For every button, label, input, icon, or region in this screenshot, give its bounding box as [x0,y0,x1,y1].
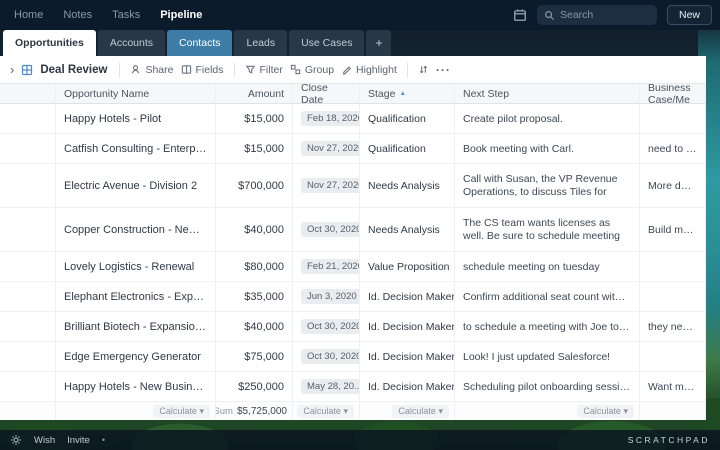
group-icon [290,64,301,75]
calendar-icon[interactable] [513,8,527,22]
close-date-pill: May 28, 20... [301,379,359,394]
add-tab-button[interactable]: + [366,30,392,56]
table-row[interactable]: Happy Hotels - New Business $250,000 May… [0,372,706,402]
close-date-pill: Oct 30, 2020 [301,319,359,334]
calculate-button[interactable]: Calculate ▾ [577,404,634,418]
table-row[interactable]: Elephant Electronics - Expansion $35,000… [0,282,706,312]
sort-arrows-icon[interactable] [418,64,429,75]
view-name[interactable]: Deal Review [40,63,108,76]
table-row[interactable]: Edge Emergency Generator $75,000 Oct 30,… [0,342,706,372]
top-nav-bar: Home Notes Tasks Pipeline New [0,0,720,30]
column-header-next-step[interactable]: Next Step [455,84,640,104]
close-date-pill: Jun 3, 2020 [301,289,359,304]
toolbar-divider [233,62,235,77]
more-options-button[interactable]: ··· [435,62,451,77]
view-toolbar: › Deal Review Share Fields [0,56,706,84]
highlighter-pen-icon [341,64,352,75]
tab-leads[interactable]: Leads [234,30,288,56]
column-header-opportunity-name[interactable]: Opportunity Name [56,84,216,104]
grid-view-icon [21,64,33,76]
nav-item-tasks[interactable]: Tasks [112,9,141,21]
scratchpad-logo: SCRATCHPAD [627,435,710,445]
table-row[interactable]: Electric Avenue - Division 2 $700,000 No… [0,164,706,208]
search-icon [544,10,555,21]
search-input[interactable] [559,9,650,21]
share-person-icon [130,64,141,75]
invite-button[interactable]: Invite [67,434,90,446]
column-header-amount[interactable]: Amount [216,84,293,104]
calculate-button[interactable]: Calculate ▾ [297,404,354,418]
column-header-stage[interactable]: Stage ▲ [360,84,455,104]
new-button[interactable]: New [666,5,712,25]
sort-ascending-icon: ▲ [399,90,406,97]
column-header-close-date[interactable]: Close Date [293,84,360,104]
share-button[interactable]: Share [130,64,174,76]
bottom-bar: Wish Invite • SCRATCHPAD [0,430,720,450]
close-date-pill: Oct 30, 2020 [301,222,359,237]
search-box[interactable] [536,5,657,25]
header-gutter [0,84,56,104]
tab-contacts[interactable]: Contacts [167,30,233,56]
nav-item-notes[interactable]: Notes [63,9,93,21]
table-row[interactable]: Copper Construction - New Business $40,0… [0,208,706,252]
expand-chevron-icon[interactable]: › [10,62,15,77]
close-date-pill: Nov 27, 2020 [301,141,359,156]
table-row[interactable]: Brilliant Biotech - Expansion III $40,00… [0,312,706,342]
table-footer-row: Calculate ▾ Sum $5,725,000 Calculate ▾ C… [0,402,706,420]
group-button[interactable]: Group [290,64,334,76]
filter-button[interactable]: Filter [245,64,283,76]
grid-sheet: › Deal Review Share Fields [0,56,706,420]
highlight-button[interactable]: Highlight [341,64,397,76]
table-row[interactable]: Catfish Consulting - Enterprise $15,000 … [0,134,706,164]
toolbar-divider [119,62,121,77]
gear-icon[interactable] [10,434,22,446]
status-dot: • [101,435,105,445]
nav-item-home[interactable]: Home [14,9,44,21]
close-date-pill: Oct 30, 2020 [301,349,359,364]
wish-button[interactable]: Wish [34,434,56,446]
amount-sum[interactable]: Sum $5,725,000 [216,405,287,417]
close-date-pill: Feb 18, 2020 [301,111,359,126]
table-header-row: Opportunity Name Amount Close Date Stage… [0,84,706,104]
table-row[interactable]: Lovely Logistics - Renewal $80,000 Feb 2… [0,252,706,282]
tab-use-cases[interactable]: Use Cases [289,30,365,56]
toolbar-divider [406,62,408,77]
tab-accounts[interactable]: Accounts [97,30,166,56]
columns-icon [181,64,192,75]
close-date-pill: Nov 27, 2020 [301,178,359,193]
tab-strip: Opportunities Accounts Contacts Leads Us… [0,30,698,56]
calculate-button[interactable]: Calculate ▾ [153,404,210,418]
table-row[interactable]: Happy Hotels - Pilot $15,000 Feb 18, 202… [0,104,706,134]
column-header-business-case[interactable]: Business Case/Me [640,84,706,104]
tab-opportunities[interactable]: Opportunities [3,30,96,56]
fields-button[interactable]: Fields [181,64,224,76]
funnel-icon [245,64,256,75]
nav-item-pipeline[interactable]: Pipeline [160,9,203,21]
close-date-pill: Feb 21, 2020 [301,259,359,274]
calculate-button[interactable]: Calculate ▾ [392,404,449,418]
